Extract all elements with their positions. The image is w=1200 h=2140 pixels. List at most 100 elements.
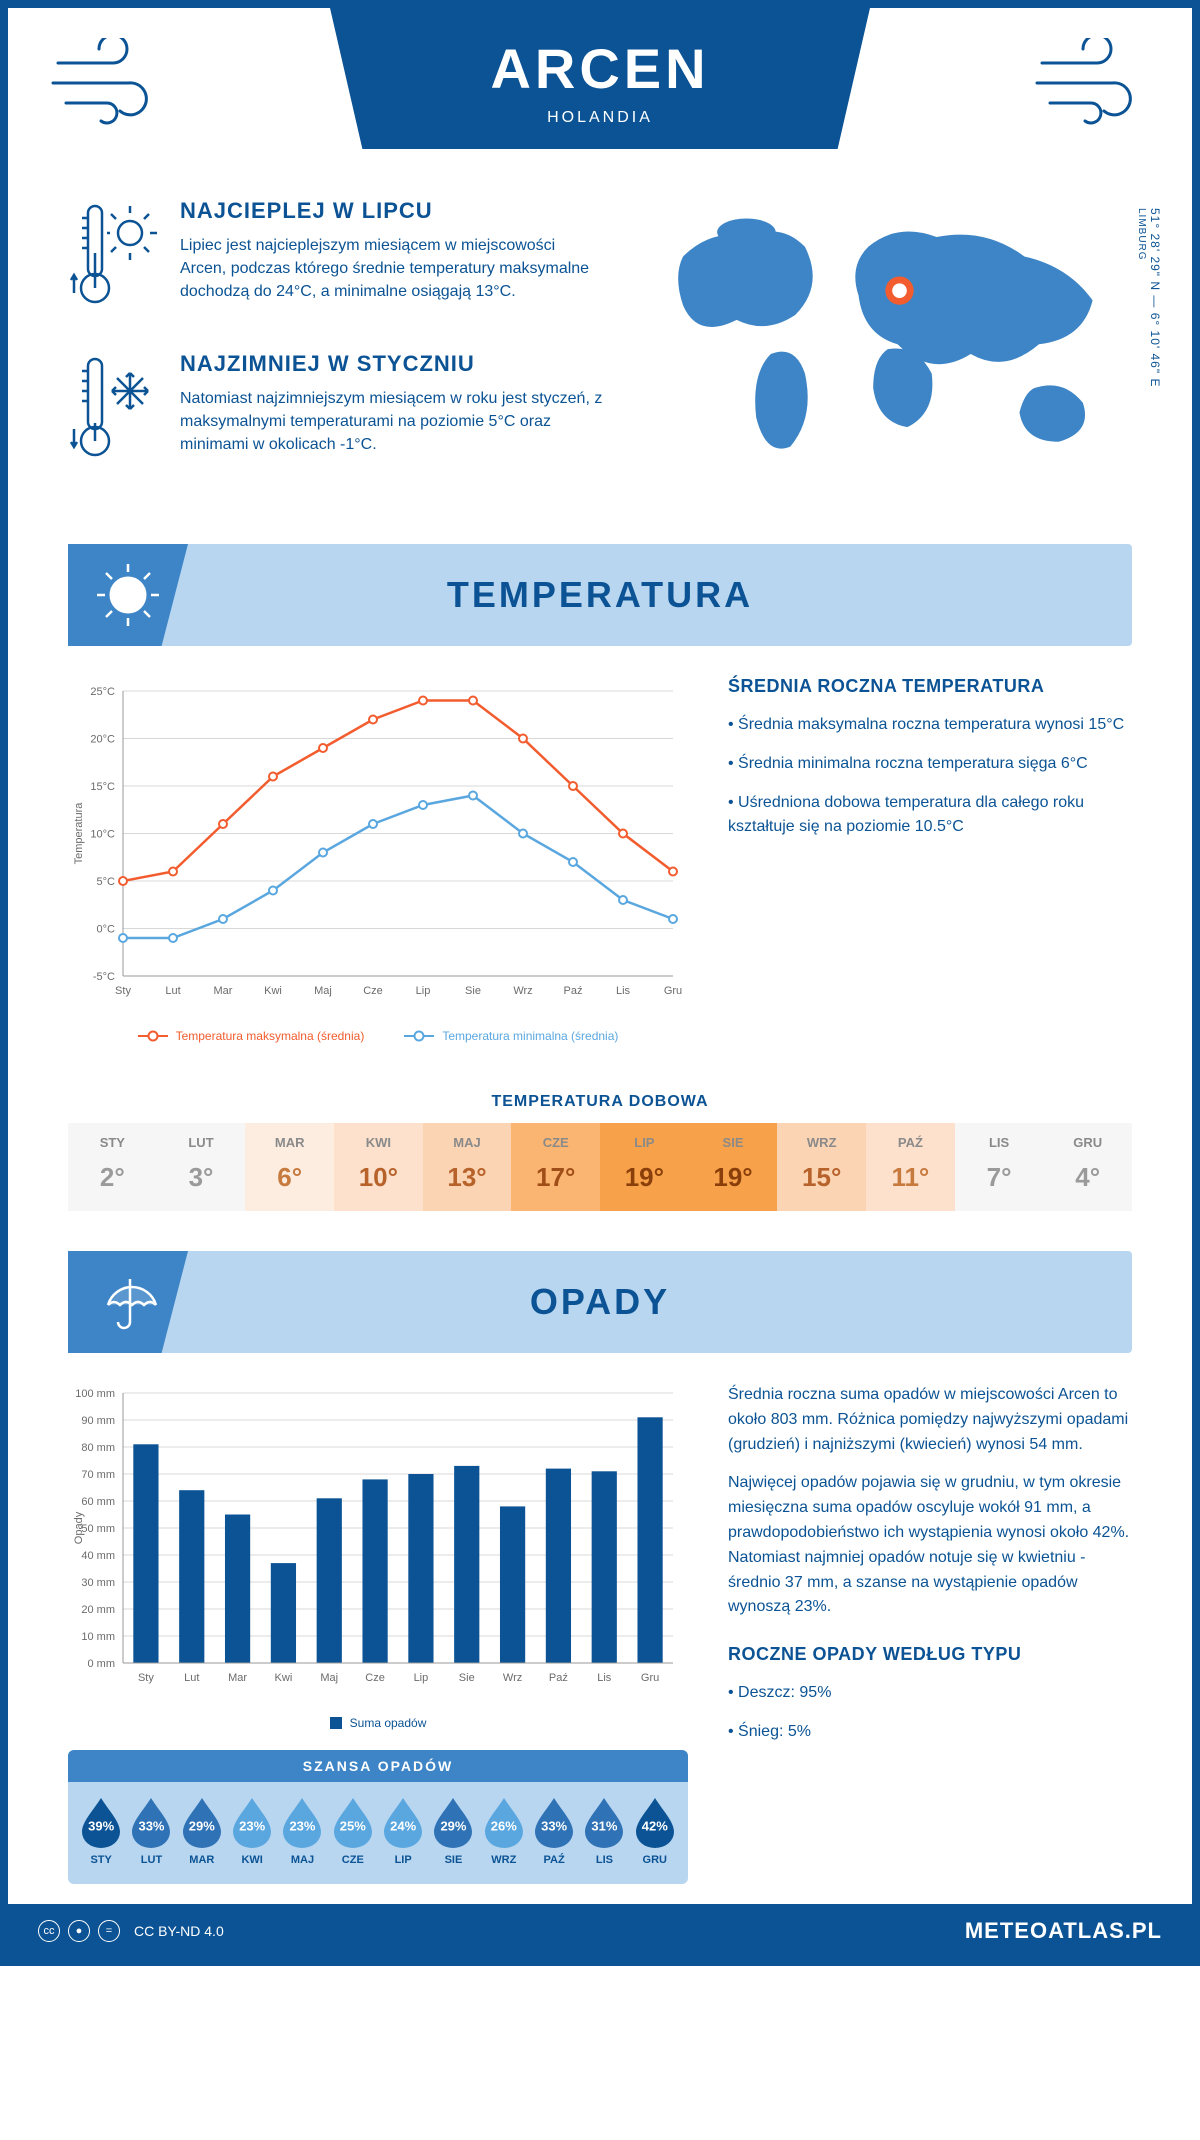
month-label: KWI <box>334 1135 423 1150</box>
svg-text:15°C: 15°C <box>90 781 115 793</box>
temperature-desc: ŚREDNIA ROCZNA TEMPERATURA Średnia maksy… <box>728 676 1132 854</box>
month-label: LIP <box>600 1135 689 1150</box>
by-icon: ● <box>68 1920 90 1942</box>
svg-text:60 mm: 60 mm <box>81 1496 115 1508</box>
daily-temp-cell: GRU 4° <box>1043 1123 1132 1211</box>
svg-text:-5°C: -5°C <box>93 971 115 983</box>
temp-desc-item: Średnia minimalna roczna temperatura się… <box>728 752 1132 777</box>
month-label: PAŹ <box>866 1135 955 1150</box>
svg-text:Wrz: Wrz <box>503 1672 522 1684</box>
month-label: CZE <box>511 1135 600 1150</box>
svg-text:Lip: Lip <box>416 985 431 997</box>
daily-temp-cell: LIP 19° <box>600 1123 689 1211</box>
daily-temp-cell: LUT 3° <box>157 1123 246 1211</box>
header: ARCEN HOLANDIA <box>8 8 1192 188</box>
svg-text:Mar: Mar <box>228 1672 247 1684</box>
fact-warm-body: Lipiec jest najcieplejszym miesiącem w m… <box>180 234 604 304</box>
region: LIMBURG <box>1136 208 1147 261</box>
license: cc ● = CC BY-ND 4.0 <box>38 1920 224 1942</box>
section-precip-title: OPADY <box>68 1281 1132 1323</box>
temp-desc-item: Uśredniona dobowa temperatura dla całego… <box>728 791 1132 841</box>
rain-chance-item: 24% LIP <box>382 1796 424 1866</box>
rain-chance-item: 29% SIE <box>432 1796 474 1866</box>
month-label: GRU <box>1043 1135 1132 1150</box>
svg-text:Maj: Maj <box>314 985 332 997</box>
legend-min: Temperatura minimalna (średnia) <box>404 1029 618 1043</box>
cc-icon: cc <box>38 1920 60 1942</box>
svg-text:Sie: Sie <box>465 985 481 997</box>
svg-text:Gru: Gru <box>641 1672 659 1684</box>
month-label: MAR <box>245 1135 334 1150</box>
rain-chance-item: 25% CZE <box>332 1796 374 1866</box>
month-label: LIS <box>955 1135 1044 1150</box>
svg-text:70 mm: 70 mm <box>81 1469 115 1481</box>
precip-type-item: Śnieg: 5% <box>728 1720 1132 1745</box>
month-value: 3° <box>157 1162 246 1193</box>
rain-chance-item: 39% STY <box>80 1796 122 1866</box>
footer: cc ● = CC BY-ND 4.0 METEOATLAS.PL <box>8 1904 1192 1958</box>
month-label: LUT <box>157 1135 246 1150</box>
month-label: MAJ <box>281 1854 323 1866</box>
svg-text:Paź: Paź <box>564 985 583 997</box>
month-value: 19° <box>689 1162 778 1193</box>
daily-temp-table: STY 2°LUT 3°MAR 6°KWI 10°MAJ 13°CZE 17°L… <box>68 1123 1132 1211</box>
drop-icon: 26% <box>483 1796 525 1848</box>
month-label: KWI <box>231 1854 273 1866</box>
month-label: LUT <box>130 1854 172 1866</box>
section-temperature-header: TEMPERATURA <box>68 544 1132 646</box>
drop-icon: 31% <box>583 1796 625 1848</box>
month-label: PAŹ <box>533 1854 575 1866</box>
month-label: LIS <box>583 1854 625 1866</box>
intro-row: NAJCIEPLEJ W LIPCU Lipiec jest najcieple… <box>8 188 1192 534</box>
precip-para2: Najwięcej opadów pojawia się w grudniu, … <box>728 1471 1132 1620</box>
svg-text:0 mm: 0 mm <box>88 1658 116 1670</box>
svg-text:100 mm: 100 mm <box>75 1388 115 1400</box>
city-name: ARCEN <box>330 36 870 101</box>
svg-text:Sty: Sty <box>138 1672 154 1684</box>
daily-temp-cell: PAŹ 11° <box>866 1123 955 1211</box>
drop-icon: 29% <box>432 1796 474 1848</box>
daily-temp-cell: LIS 7° <box>955 1123 1044 1211</box>
precip-desc: Średnia roczna suma opadów w miejscowośc… <box>728 1383 1132 1759</box>
daily-temp-cell: WRZ 15° <box>777 1123 866 1211</box>
fact-cold: NAJZIMNIEJ W STYCZNIU Natomiast najzimni… <box>68 351 604 476</box>
month-value: 6° <box>245 1162 334 1193</box>
rain-chance-box: SZANSA OPADÓW 39% STY 33% LUT 29% MAR 23… <box>68 1750 688 1884</box>
drop-icon: 24% <box>382 1796 424 1848</box>
month-label: STY <box>80 1854 122 1866</box>
daily-temp-cell: MAJ 13° <box>423 1123 512 1211</box>
precip-type-heading: ROCZNE OPADY WEDŁUG TYPU <box>728 1644 1132 1665</box>
svg-text:20 mm: 20 mm <box>81 1604 115 1616</box>
svg-text:20°C: 20°C <box>90 734 115 746</box>
thermometer-snow-icon <box>68 351 158 476</box>
month-label: CZE <box>332 1854 374 1866</box>
svg-text:50 mm: 50 mm <box>81 1523 115 1535</box>
svg-text:5°C: 5°C <box>97 876 116 888</box>
svg-text:Sie: Sie <box>459 1672 475 1684</box>
svg-text:Lut: Lut <box>165 985 180 997</box>
month-value: 11° <box>866 1162 955 1193</box>
svg-text:Cze: Cze <box>363 985 383 997</box>
daily-temp-cell: KWI 10° <box>334 1123 423 1211</box>
umbrella-icon <box>68 1251 188 1353</box>
svg-text:Paź: Paź <box>549 1672 568 1684</box>
title-banner: ARCEN HOLANDIA <box>330 8 870 149</box>
temperature-line-chart: -5°C0°C5°C10°C15°C20°C25°CStyLutMarKwiMa… <box>68 676 688 1043</box>
drop-icon: 25% <box>332 1796 374 1848</box>
svg-text:Maj: Maj <box>320 1672 338 1684</box>
wind-icon <box>1032 38 1152 133</box>
month-label: STY <box>68 1135 157 1150</box>
world-map: 51° 28' 29" N — 6° 10' 46" E LIMBURG <box>644 198 1132 504</box>
month-value: 4° <box>1043 1162 1132 1193</box>
drop-icon: 39% <box>80 1796 122 1848</box>
svg-text:10 mm: 10 mm <box>81 1631 115 1643</box>
precip-row: 0 mm10 mm20 mm30 mm40 mm50 mm60 mm70 mm8… <box>8 1383 1192 1904</box>
drop-icon: 23% <box>231 1796 273 1848</box>
sun-icon <box>68 544 188 646</box>
month-value: 2° <box>68 1162 157 1193</box>
rain-chance-item: 33% PAŹ <box>533 1796 575 1866</box>
month-value: 15° <box>777 1162 866 1193</box>
svg-text:90 mm: 90 mm <box>81 1415 115 1427</box>
precip-type-item: Deszcz: 95% <box>728 1681 1132 1706</box>
month-label: WRZ <box>483 1854 525 1866</box>
